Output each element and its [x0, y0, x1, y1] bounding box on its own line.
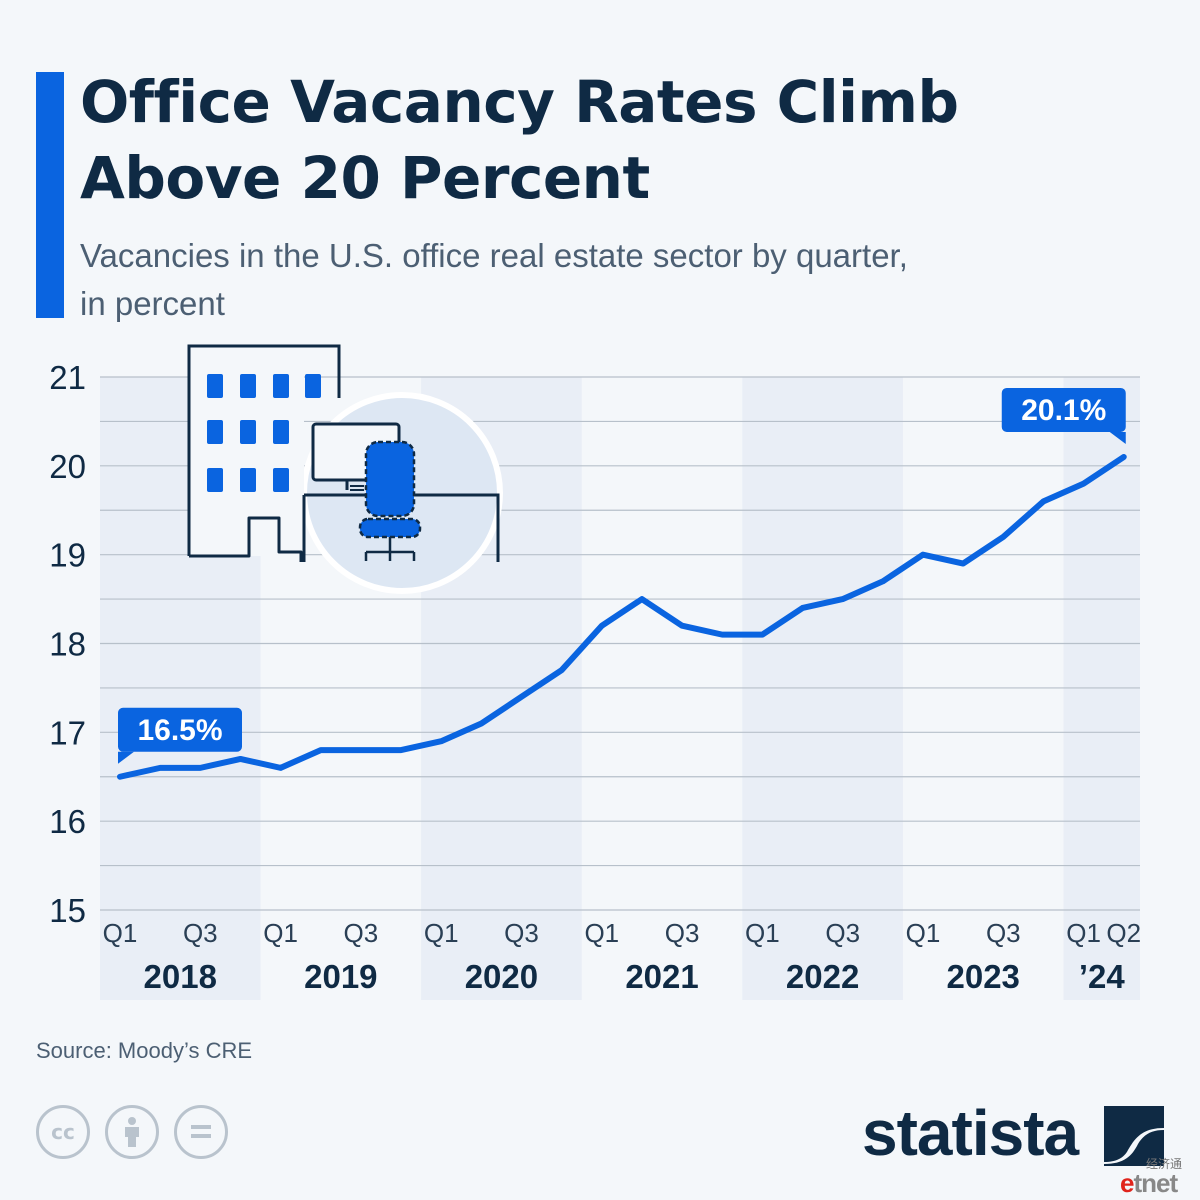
quarter-label: Q1: [906, 918, 941, 948]
year-label: 2023: [947, 958, 1020, 995]
x-axis-labels: 2018 2019 2020 2021 2022 2023 ’24 Q1 Q3 Q1 Q3 Q1 Q3 Q…: [103, 918, 1141, 995]
building-icon: [187, 344, 341, 562]
office-illustration: [187, 344, 503, 594]
y-tick-label: 16: [49, 803, 86, 840]
year-label: 2022: [786, 958, 859, 995]
quarter-label: Q3: [504, 918, 539, 948]
quarter-label: Q3: [344, 918, 379, 948]
attribution-icon[interactable]: [105, 1105, 159, 1159]
series-line-layer: [117, 453, 1127, 780]
annotation-label: 20.1%: [1021, 394, 1106, 427]
cc-icon[interactable]: cc: [36, 1105, 90, 1159]
statista-wordmark[interactable]: statista: [862, 1097, 1079, 1169]
y-tick-label: 21: [49, 359, 86, 396]
license-icons: cc: [36, 1105, 228, 1159]
quarter-label: Q3: [183, 918, 218, 948]
quarter-label: Q1: [745, 918, 780, 948]
gridlines: [100, 376, 1140, 911]
page-title: Office Vacancy Rates Climb Above 20 Perc…: [80, 64, 1160, 216]
no-derivatives-icon[interactable]: [174, 1105, 228, 1159]
year-label: 2018: [144, 958, 217, 995]
title-line-2: Above 20 Percent: [80, 144, 650, 212]
year-label: ’24: [1079, 958, 1126, 995]
quarter-label: Q2: [1106, 918, 1141, 948]
statista-logo-icon[interactable]: [1104, 1106, 1164, 1166]
y-tick-label: 18: [49, 626, 86, 663]
year-label: 2021: [625, 958, 698, 995]
quarter-label: Q1: [1066, 918, 1101, 948]
subtitle: Vacancies in the U.S. office real estate…: [80, 232, 1160, 328]
annotations: 16.5% 20.1%: [118, 387, 1126, 764]
annotation-label: 16.5%: [137, 714, 222, 747]
y-tick-label: 17: [49, 714, 86, 751]
annotation-pointer: [1109, 431, 1126, 444]
y-axis-labels: 15 16 17 18 19 20 21: [49, 359, 86, 929]
subtitle-line-1: Vacancies in the U.S. office real estate…: [80, 237, 908, 274]
year-label: 2020: [465, 958, 538, 995]
quarter-label: Q1: [263, 918, 298, 948]
y-tick-label: 15: [49, 892, 86, 929]
year-label: 2019: [304, 958, 377, 995]
watermark-logo: etnet: [1120, 1168, 1178, 1199]
quarter-label: Q3: [825, 918, 860, 948]
subtitle-line-2: in percent: [80, 285, 225, 322]
quarter-label: Q1: [584, 918, 619, 948]
building-windows-icon: [207, 374, 321, 492]
watermark-e: e: [1120, 1168, 1135, 1198]
quarter-label: Q1: [103, 918, 138, 948]
office-chair-icon: [358, 440, 422, 561]
watermark-cn: 经济通: [1146, 1157, 1183, 1171]
quarter-label: Q3: [665, 918, 700, 948]
quarter-label: Q1: [424, 918, 459, 948]
source-note: Source: Moody’s CRE: [36, 1038, 253, 1063]
annotation-pointer: [118, 751, 134, 764]
series-line: [117, 453, 1127, 780]
quarter-label: Q3: [986, 918, 1021, 948]
y-tick-label: 19: [49, 537, 86, 574]
accent-bar: [36, 72, 64, 318]
title-line-1: Office Vacancy Rates Climb: [80, 68, 959, 136]
watermark-rest: tnet: [1133, 1168, 1178, 1198]
annotation-box: [1001, 387, 1126, 432]
annotation-box: [118, 707, 242, 752]
y-tick-label: 20: [49, 448, 86, 485]
